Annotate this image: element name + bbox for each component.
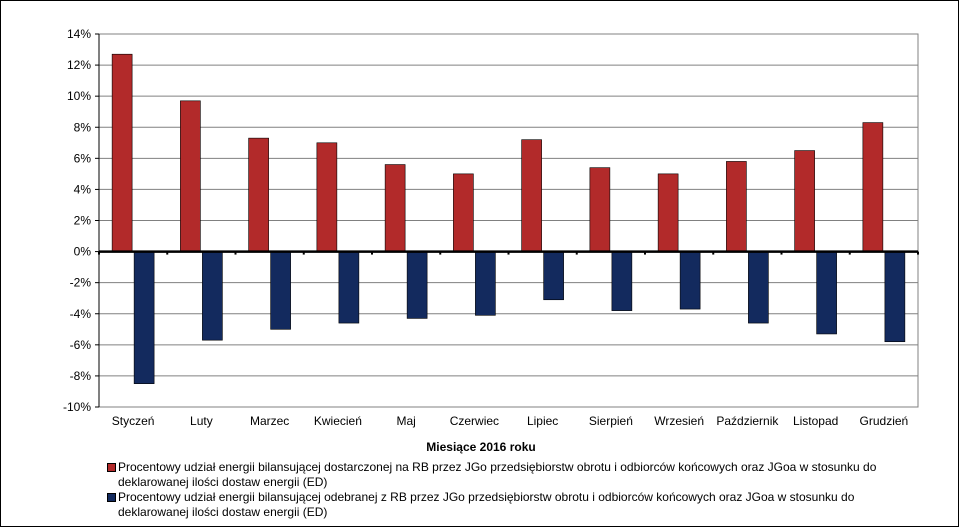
y-tick-label: 14% [67, 27, 91, 41]
bar-delivered [111, 53, 133, 252]
x-tick-label: Marzec [250, 414, 289, 428]
y-tick-label: 10% [67, 89, 91, 103]
x-tick-label: Listopad [793, 414, 838, 428]
bar-delivered [384, 164, 406, 252]
y-tick-label: 2% [74, 214, 92, 228]
bar-received [884, 251, 906, 343]
bar-delivered [521, 139, 542, 252]
legend-swatch-delivered [107, 463, 116, 472]
bar-delivered [862, 122, 884, 252]
legend-swatch-received [107, 493, 116, 502]
bar-received [270, 251, 291, 330]
bar-delivered [248, 137, 269, 252]
y-tick-label: 4% [74, 182, 92, 196]
x-tick-label: Kwiecień [314, 414, 362, 428]
y-tick-label: -8% [70, 369, 92, 383]
x-tick-label: Lipiec [527, 414, 558, 428]
bar-delivered [316, 142, 338, 252]
bar-delivered [657, 173, 679, 252]
y-tick-label: -4% [70, 307, 92, 321]
x-axis-title: Miesiące 2016 roku [426, 440, 535, 454]
bar-received [202, 251, 223, 341]
legend-item-delivered: Procentowy udział energii bilansującej d… [104, 460, 904, 490]
x-tick-label: Październik [716, 414, 779, 428]
bar-received [475, 251, 496, 316]
y-tick-label: 0% [74, 245, 92, 259]
bar-delivered [180, 100, 201, 252]
legend: Procentowy udział energii bilansującej d… [104, 460, 904, 520]
bar-delivered [726, 161, 747, 252]
y-tick-label: 6% [74, 151, 92, 165]
bar-delivered [453, 173, 474, 252]
legend-label-received: Procentowy udział energii bilansującej o… [118, 490, 855, 519]
x-tick-label: Maj [396, 414, 415, 428]
y-tick-label: -2% [70, 276, 92, 290]
legend-item-received: Procentowy udział energii bilansującej o… [104, 490, 904, 520]
bar-received [679, 251, 701, 310]
y-tick-label: 8% [74, 120, 92, 134]
bar-received [611, 251, 633, 311]
bar-received [406, 251, 428, 319]
x-tick-label: Sierpień [589, 414, 633, 428]
x-tick-label: Czerwiec [450, 414, 499, 428]
bar-delivered [589, 167, 611, 252]
y-tick-label: -6% [70, 338, 92, 352]
y-tick-label: 12% [67, 58, 91, 72]
y-tick-label: -10% [63, 400, 91, 414]
bar-received [748, 251, 769, 324]
bar-received [543, 251, 564, 301]
x-tick-label: Styczeń [112, 414, 155, 428]
bar-received [338, 251, 360, 324]
bar-delivered [794, 150, 815, 252]
x-tick-label: Wrzesień [654, 414, 704, 428]
x-tick-label: Grudzień [860, 414, 909, 428]
legend-label-delivered: Procentowy udział energii bilansującej d… [118, 460, 877, 489]
x-tick-label: Luty [190, 414, 213, 428]
bar-received [816, 251, 837, 335]
bar-received [133, 251, 155, 384]
bar-chart: 14% 12% 10% 8% 6% 4% 2% 0% -2% -4% -6% -8% -10% Styc… [63, 27, 919, 454]
